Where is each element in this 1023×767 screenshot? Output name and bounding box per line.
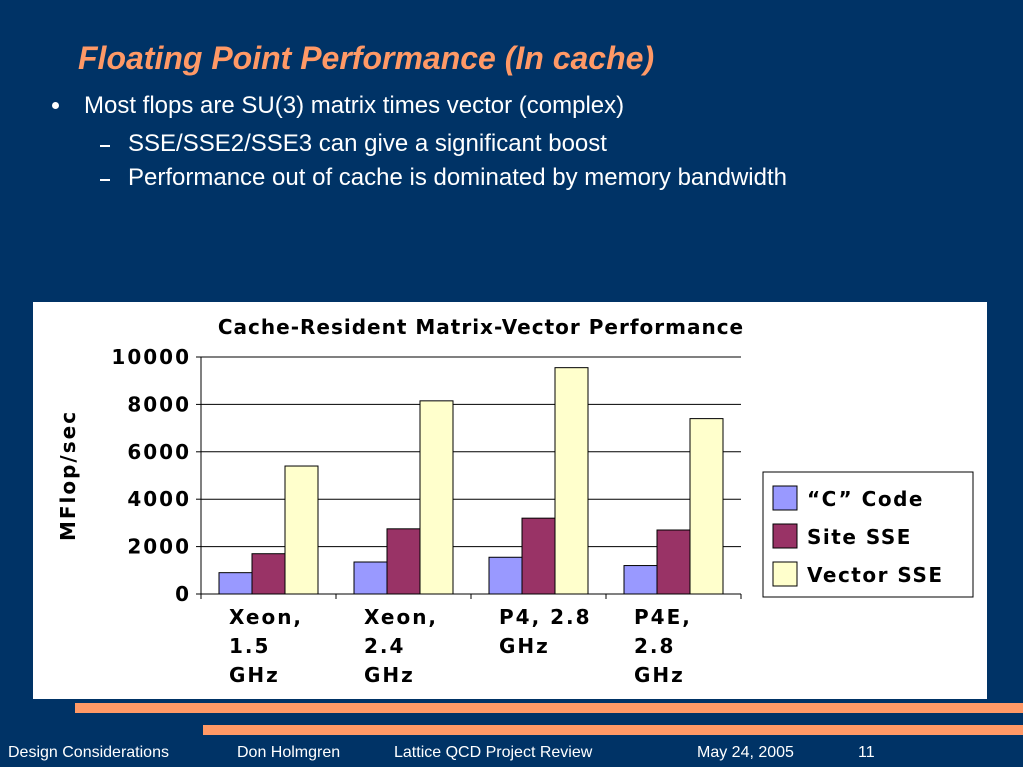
chart-panel: Cache-Resident Matrix-Vector Performance… bbox=[33, 302, 987, 699]
bar-vector-sse bbox=[554, 367, 589, 595]
slide-title: Floating Point Performance (In cache) bbox=[78, 40, 655, 76]
bullet-item: Most flops are SU(3) matrix times vector… bbox=[52, 92, 624, 120]
footer-author: Don Holmgren bbox=[237, 744, 341, 761]
x-category-label: 2.4 bbox=[364, 634, 405, 658]
x-category-label: 1.5 bbox=[229, 634, 270, 658]
y-axis-label: MFlop/sec bbox=[56, 410, 80, 541]
y-tick-label: 0 bbox=[175, 582, 191, 606]
legend-label: “C” Code bbox=[807, 487, 924, 511]
sub-bullet-text: SSE/SSE2/SSE3 can give a significant boo… bbox=[128, 130, 607, 157]
accent-rule-top bbox=[75, 703, 1023, 713]
footer-date: May 24, 2005 bbox=[697, 744, 794, 761]
y-tick-label: 8000 bbox=[127, 392, 191, 416]
x-category-label: GHz bbox=[634, 663, 685, 687]
y-tick-label: 6000 bbox=[127, 440, 191, 464]
legend-label: Site SSE bbox=[807, 525, 912, 549]
legend-swatch bbox=[772, 561, 798, 587]
x-category-label: Xeon, bbox=[229, 605, 303, 629]
bar-site-sse bbox=[521, 517, 556, 595]
y-tick-label: 2000 bbox=[127, 535, 191, 559]
bullet-dot-icon bbox=[52, 102, 59, 109]
chart-title: Cache-Resident Matrix-Vector Performance bbox=[218, 315, 744, 339]
legend-label: Vector SSE bbox=[807, 563, 944, 587]
footer-section: Design Considerations bbox=[8, 744, 169, 761]
accent-rule-bottom bbox=[203, 725, 1023, 735]
bar-c-code bbox=[488, 556, 523, 595]
legend-swatch bbox=[772, 523, 798, 549]
bar-site-sse bbox=[656, 529, 691, 595]
bar-site-sse bbox=[251, 553, 286, 595]
legend-box bbox=[762, 471, 974, 598]
bar-vector-sse bbox=[419, 400, 454, 595]
bullet-text: Most flops are SU(3) matrix times vector… bbox=[84, 92, 625, 119]
x-category-label: GHz bbox=[229, 663, 280, 687]
sub-bullet-item: SSE/SSE2/SSE3 can give a significant boo… bbox=[100, 130, 607, 158]
x-category-label: Xeon, bbox=[364, 605, 438, 629]
x-category-label: 2.8 bbox=[634, 634, 675, 658]
x-category-label: GHz bbox=[499, 634, 550, 658]
footer-page-number: 11 bbox=[858, 744, 875, 761]
dash-icon bbox=[100, 179, 110, 181]
y-tick-label: 4000 bbox=[127, 487, 191, 511]
x-category-label: P4E, bbox=[634, 605, 692, 629]
bar-site-sse bbox=[386, 528, 421, 595]
x-category-label: GHz bbox=[364, 663, 415, 687]
x-category-label: P4, 2.8 bbox=[499, 605, 592, 629]
bar-vector-sse bbox=[284, 465, 319, 595]
y-tick-label: 10000 bbox=[111, 345, 191, 369]
bar-c-code bbox=[353, 561, 388, 595]
bar-c-code bbox=[218, 572, 253, 595]
footer: Design Considerations Don Holmgren Latti… bbox=[0, 744, 1023, 764]
dash-icon bbox=[100, 145, 110, 147]
sub-bullet-text: Performance out of cache is dominated by… bbox=[128, 164, 788, 191]
bar-c-code bbox=[623, 565, 658, 595]
footer-event: Lattice QCD Project Review bbox=[394, 744, 593, 761]
sub-bullet-item: Performance out of cache is dominated by… bbox=[100, 164, 787, 192]
legend-swatch bbox=[772, 485, 798, 511]
bar-chart: Cache-Resident Matrix-Vector Performance… bbox=[56, 315, 974, 687]
bar-vector-sse bbox=[689, 418, 724, 595]
